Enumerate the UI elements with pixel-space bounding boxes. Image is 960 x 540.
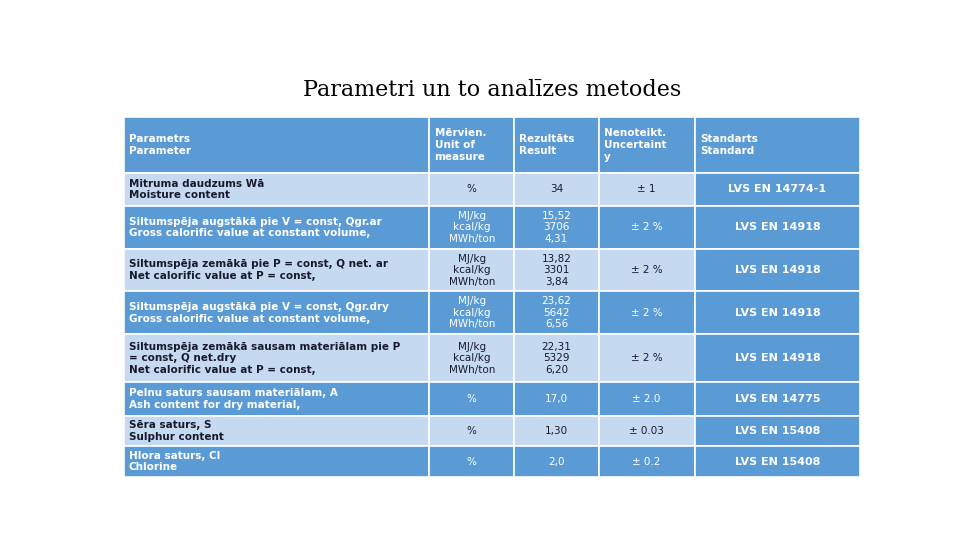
Text: MJ/kg
kcal/kg
MWh/ton: MJ/kg kcal/kg MWh/ton bbox=[448, 211, 495, 244]
Text: Standarts
Standard: Standarts Standard bbox=[700, 134, 757, 156]
Text: Parametrs
Parameter: Parametrs Parameter bbox=[129, 134, 191, 156]
Text: LVS EN 14918: LVS EN 14918 bbox=[734, 222, 820, 232]
Text: ± 0.2: ± 0.2 bbox=[633, 457, 660, 467]
Bar bbox=[515, 206, 599, 249]
Text: Sēra saturs, S
Sulphur content: Sēra saturs, S Sulphur content bbox=[129, 420, 224, 442]
Bar bbox=[694, 206, 860, 249]
Bar bbox=[694, 292, 860, 334]
Text: Rezultāts
Result: Rezultāts Result bbox=[519, 134, 575, 156]
Bar bbox=[429, 382, 515, 416]
Bar bbox=[124, 382, 429, 416]
Text: ± 2.0: ± 2.0 bbox=[633, 394, 660, 404]
Bar bbox=[599, 117, 694, 173]
Bar bbox=[429, 249, 515, 292]
Bar bbox=[124, 117, 429, 173]
Text: LVS EN 15408: LVS EN 15408 bbox=[734, 457, 820, 467]
Bar bbox=[694, 249, 860, 292]
Bar bbox=[124, 334, 429, 382]
Text: Siltumspēja zemākā sausam materiālam pie P
= const, Q net.dry
Net calorific valu: Siltumspēja zemākā sausam materiālam pie… bbox=[129, 342, 400, 375]
Bar bbox=[599, 249, 694, 292]
Text: 15,52
3706
4,31: 15,52 3706 4,31 bbox=[541, 211, 571, 244]
Text: 17,0: 17,0 bbox=[545, 394, 568, 404]
Bar bbox=[124, 292, 429, 334]
Text: LVS EN 14918: LVS EN 14918 bbox=[734, 308, 820, 318]
Text: ± 2 %: ± 2 % bbox=[631, 308, 662, 318]
Text: Siltumspēja augstākā pie V = const, Qgr.dry
Gross calorific value at constant vo: Siltumspēja augstākā pie V = const, Qgr.… bbox=[129, 302, 389, 323]
Text: 34: 34 bbox=[550, 185, 564, 194]
Bar bbox=[694, 447, 860, 477]
Text: Hlora saturs, Cl
Chlorine: Hlora saturs, Cl Chlorine bbox=[129, 451, 220, 472]
Text: Pelnu saturs sausam materiālam, A
Ash content for dry material,: Pelnu saturs sausam materiālam, A Ash co… bbox=[129, 388, 338, 410]
Bar bbox=[124, 447, 429, 477]
Bar bbox=[694, 334, 860, 382]
Bar bbox=[515, 334, 599, 382]
Bar bbox=[515, 447, 599, 477]
Text: ± 2 %: ± 2 % bbox=[631, 353, 662, 363]
Bar bbox=[599, 292, 694, 334]
Bar bbox=[599, 382, 694, 416]
Bar bbox=[694, 382, 860, 416]
Text: 22,31
5329
6,20: 22,31 5329 6,20 bbox=[541, 342, 571, 375]
Bar bbox=[429, 206, 515, 249]
Text: ± 2 %: ± 2 % bbox=[631, 265, 662, 275]
Text: %: % bbox=[467, 394, 477, 404]
Text: Mitruma daudzums Wā
Moisture content: Mitruma daudzums Wā Moisture content bbox=[129, 179, 264, 200]
Bar bbox=[429, 416, 515, 447]
Text: 1,30: 1,30 bbox=[545, 426, 568, 436]
Bar bbox=[599, 447, 694, 477]
Bar bbox=[515, 292, 599, 334]
Bar bbox=[124, 206, 429, 249]
Bar bbox=[599, 334, 694, 382]
Bar bbox=[515, 173, 599, 206]
Bar bbox=[124, 173, 429, 206]
Bar bbox=[429, 117, 515, 173]
Text: LVS EN 14775: LVS EN 14775 bbox=[734, 394, 820, 404]
Text: Siltumspēja augstākā pie V = const, Qgr.ar
Gross calorific value at constant vol: Siltumspēja augstākā pie V = const, Qgr.… bbox=[129, 217, 382, 238]
Bar bbox=[694, 416, 860, 447]
Bar bbox=[515, 117, 599, 173]
Bar bbox=[429, 334, 515, 382]
Bar bbox=[124, 416, 429, 447]
Text: %: % bbox=[467, 185, 477, 194]
Bar bbox=[429, 292, 515, 334]
Text: LVS EN 14918: LVS EN 14918 bbox=[734, 353, 820, 363]
Text: ± 0.03: ± 0.03 bbox=[629, 426, 664, 436]
Text: MJ/kg
kcal/kg
MWh/ton: MJ/kg kcal/kg MWh/ton bbox=[448, 296, 495, 329]
Bar bbox=[694, 173, 860, 206]
Bar bbox=[124, 249, 429, 292]
Text: Parametri un to analīzes metodes: Parametri un to analīzes metodes bbox=[302, 79, 682, 102]
Bar bbox=[515, 382, 599, 416]
Text: LVS EN 15408: LVS EN 15408 bbox=[734, 426, 820, 436]
Bar bbox=[429, 173, 515, 206]
Bar bbox=[515, 416, 599, 447]
Bar bbox=[599, 206, 694, 249]
Text: %: % bbox=[467, 426, 477, 436]
Bar bbox=[599, 416, 694, 447]
Text: LVS EN 14774-1: LVS EN 14774-1 bbox=[729, 185, 827, 194]
Text: %: % bbox=[467, 457, 477, 467]
Text: ± 1: ± 1 bbox=[637, 185, 656, 194]
Bar bbox=[515, 249, 599, 292]
Text: Siltumspēja zemākā pie P = const, Q net. ar
Net calorific value at P = const,: Siltumspēja zemākā pie P = const, Q net.… bbox=[129, 259, 388, 281]
Text: 23,62
5642
6,56: 23,62 5642 6,56 bbox=[541, 296, 571, 329]
Bar bbox=[694, 117, 860, 173]
Text: 13,82
3301
3,84: 13,82 3301 3,84 bbox=[541, 254, 571, 287]
Text: MJ/kg
kcal/kg
MWh/ton: MJ/kg kcal/kg MWh/ton bbox=[448, 342, 495, 375]
Text: Mērvien.
Unit of
measure: Mērvien. Unit of measure bbox=[435, 128, 486, 162]
Bar bbox=[599, 173, 694, 206]
Text: 2,0: 2,0 bbox=[548, 457, 564, 467]
Text: LVS EN 14918: LVS EN 14918 bbox=[734, 265, 820, 275]
Text: ± 2 %: ± 2 % bbox=[631, 222, 662, 232]
Text: MJ/kg
kcal/kg
MWh/ton: MJ/kg kcal/kg MWh/ton bbox=[448, 254, 495, 287]
Text: Nenoteikt.
Uncertaint
y: Nenoteikt. Uncertaint y bbox=[604, 128, 666, 162]
Bar bbox=[429, 447, 515, 477]
